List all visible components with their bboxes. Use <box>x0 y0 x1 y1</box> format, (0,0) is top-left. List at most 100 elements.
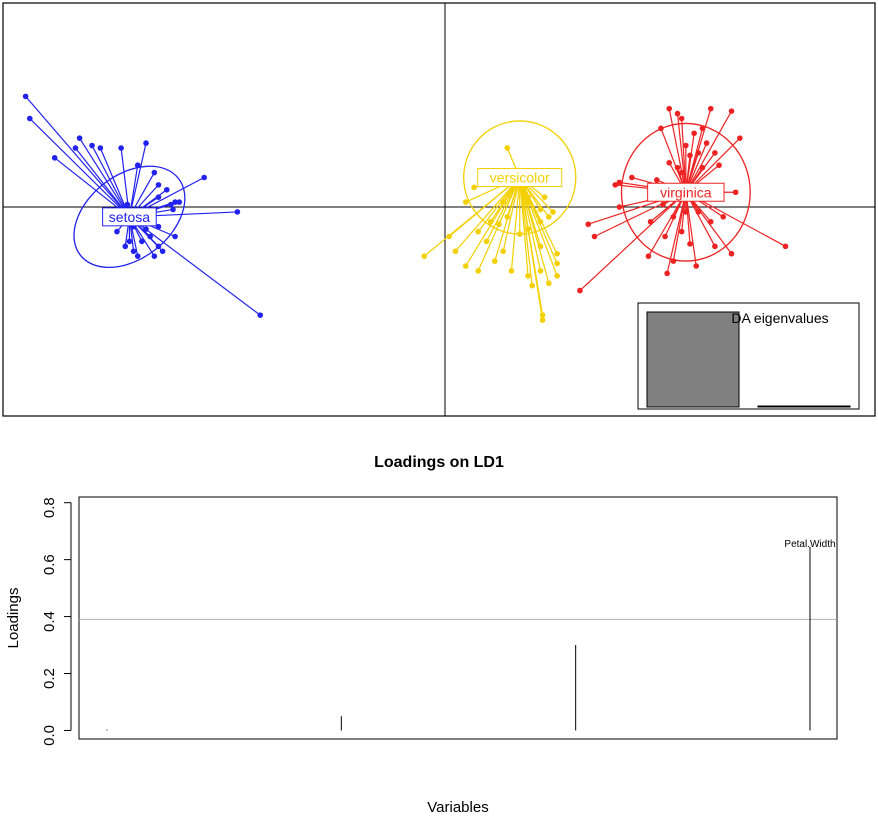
point-virginica <box>712 150 718 156</box>
segment-virginica <box>676 113 687 193</box>
label-versicolor: versicolor <box>490 170 550 186</box>
y-tick-label: 0.0 <box>41 725 58 746</box>
point-virginica <box>737 135 743 141</box>
point-virginica <box>645 253 652 259</box>
point-setosa <box>143 140 149 146</box>
segment-setosa <box>129 216 261 316</box>
inset-bar <box>646 311 740 408</box>
point-versicolor <box>525 273 531 279</box>
point-versicolor <box>537 218 544 225</box>
label-setosa: setosa <box>109 209 150 225</box>
point-versicolor <box>421 253 428 259</box>
segment-setosa <box>29 118 130 218</box>
y-tick-label: 0.2 <box>41 668 58 689</box>
point-versicolor <box>500 199 506 205</box>
segment-setosa <box>25 95 130 218</box>
point-virginica <box>678 169 685 176</box>
segment-setosa <box>74 147 130 218</box>
point-virginica <box>699 125 706 132</box>
group-versicolor <box>421 120 577 323</box>
point-setosa <box>72 145 79 151</box>
point-versicolor <box>475 268 482 274</box>
point-versicolor <box>546 280 552 287</box>
point-virginica <box>616 179 623 186</box>
point-versicolor <box>537 206 544 213</box>
point-setosa <box>22 93 29 100</box>
loadings-panel: Loadings on LD1 0.0 0.2 0.4 0.6 0.8 Petal.Wi… <box>5 454 838 816</box>
segment-versicolor <box>502 177 521 252</box>
segment-versicolor <box>454 177 521 252</box>
loadings-y-axis: 0.0 0.2 0.4 0.6 0.8 <box>41 497 72 746</box>
point-versicolor <box>525 199 531 205</box>
point-virginica <box>720 214 727 220</box>
ellipse-virginica <box>620 122 751 262</box>
point-setosa <box>201 174 207 181</box>
point-setosa <box>159 248 166 255</box>
segment-virginica <box>681 118 687 193</box>
point-setosa <box>147 233 153 240</box>
point-versicolor <box>462 199 469 205</box>
point-virginica <box>691 130 697 137</box>
point-setosa <box>114 228 120 235</box>
point-virginica <box>693 263 700 269</box>
point-virginica <box>629 174 635 181</box>
point-virginica <box>662 233 668 240</box>
point-setosa <box>155 194 162 200</box>
point-setosa <box>234 209 241 215</box>
segment-virginica <box>579 191 687 292</box>
loadings-y-label: Loadings <box>5 588 22 649</box>
point-versicolor <box>446 233 452 240</box>
point-versicolor <box>504 214 511 220</box>
point-virginica <box>660 201 666 208</box>
point-versicolor <box>546 214 552 220</box>
point-versicolor <box>550 209 556 215</box>
point-virginica <box>670 258 677 264</box>
point-virginica <box>687 152 693 159</box>
label-virginica: virginica <box>660 184 712 200</box>
point-virginica <box>670 214 677 220</box>
point-versicolor <box>541 194 548 200</box>
point-virginica <box>683 142 689 149</box>
eigenvalue-inset: DA eigenvalues <box>637 302 860 410</box>
inset-bars <box>646 311 851 408</box>
y-tick-label: 0.6 <box>41 554 58 575</box>
point-versicolor <box>529 282 535 289</box>
point-setosa <box>122 243 129 250</box>
lda-scatter-panel: setosa versicolor virginica DA eigenvalues <box>2 2 876 417</box>
point-virginica <box>577 287 583 294</box>
segment-versicolor <box>485 177 521 242</box>
point-versicolor <box>539 312 546 318</box>
segment-setosa <box>128 142 147 217</box>
point-versicolor <box>539 317 546 323</box>
point-versicolor <box>487 218 494 225</box>
inset-title: DA eigenvalues <box>731 310 828 326</box>
point-versicolor <box>462 263 469 269</box>
point-versicolor <box>471 184 477 191</box>
point-setosa <box>134 253 141 259</box>
point-virginica <box>712 243 718 250</box>
point-virginica <box>647 218 654 225</box>
point-virginica <box>699 164 706 171</box>
point-virginica <box>728 108 735 114</box>
point-setosa <box>118 145 124 151</box>
point-virginica <box>666 105 673 112</box>
point-setosa <box>172 233 178 240</box>
point-setosa <box>168 201 174 208</box>
point-virginica <box>683 209 689 215</box>
segment-setosa <box>79 137 130 218</box>
y-tick-label: 0.8 <box>41 497 58 518</box>
point-virginica <box>707 105 714 112</box>
segment-setosa <box>91 145 130 218</box>
point-setosa <box>97 145 104 151</box>
point-setosa <box>51 155 58 161</box>
point-versicolor <box>554 273 560 279</box>
point-virginica <box>658 125 664 132</box>
segment-versicolor <box>519 177 542 272</box>
point-virginica <box>716 162 722 169</box>
point-virginica <box>782 243 789 250</box>
point-versicolor <box>516 231 523 237</box>
point-versicolor <box>554 250 560 257</box>
point-versicolor <box>500 248 506 255</box>
point-virginica <box>664 270 670 277</box>
